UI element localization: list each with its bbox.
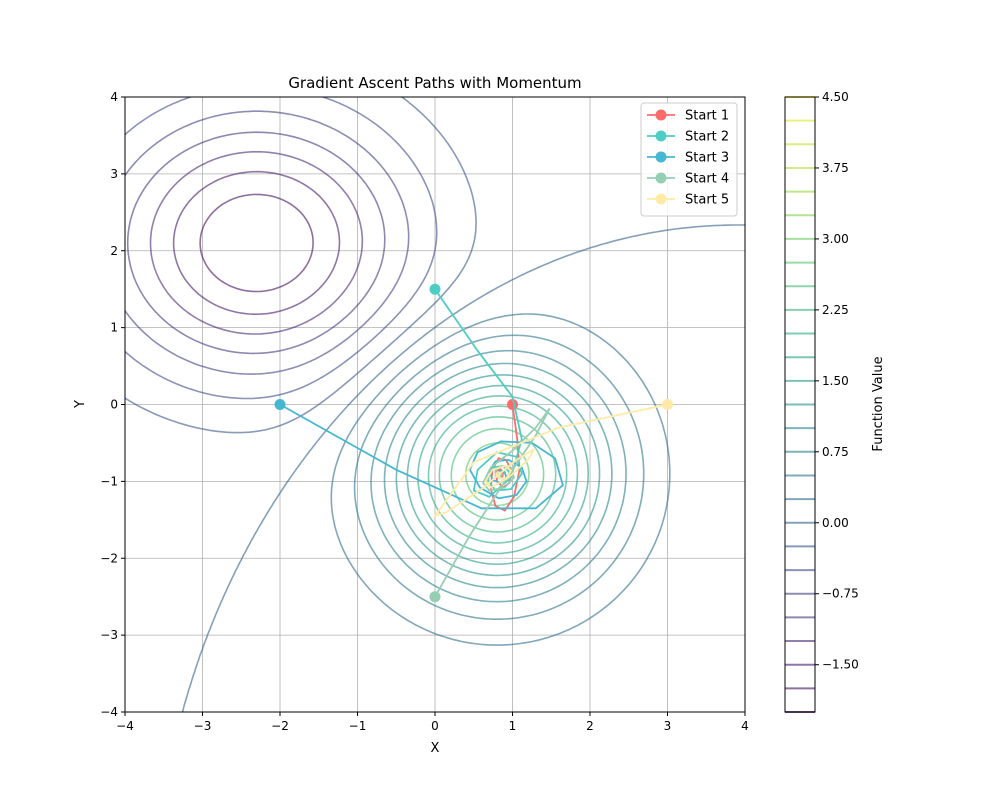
- start-marker: [429, 283, 441, 295]
- contour-level: [417, 395, 579, 555]
- y-tick-label: 4: [110, 90, 118, 104]
- start-marker: [662, 399, 673, 410]
- y-axis-ticks: −4 −3 −2 −1 0 1 2 3 4: [100, 90, 125, 719]
- contour-level: [330, 313, 671, 646]
- contour-level: [172, 170, 341, 315]
- colorbar-frame: [784, 96, 816, 713]
- y-axis-label: Y: [73, 400, 88, 409]
- x-axis-ticks: −4 −3 −2 −1 0 1 2 3 4: [116, 712, 749, 733]
- colorbar-tick-label: 0.75: [822, 445, 849, 459]
- contour-level: [126, 131, 386, 355]
- contour-level: [125, 97, 438, 400]
- colorbar-tick-label: −0.75: [822, 587, 859, 601]
- chart-title: Gradient Ascent Paths with Momentum: [288, 74, 581, 92]
- x-tick-label: 0: [431, 719, 439, 733]
- x-axis-label: X: [431, 741, 440, 756]
- contour-level: [199, 193, 314, 293]
- ascent-paths: [274, 283, 673, 603]
- legend-label: Start 2: [685, 130, 729, 145]
- contour-level: [427, 405, 568, 544]
- contour-lines: [125, 97, 745, 712]
- path-line: [432, 403, 668, 518]
- contour-level: [353, 334, 645, 620]
- y-tick-label: −4: [100, 705, 118, 719]
- colorbar-tick-label: 1.50: [822, 374, 849, 388]
- x-tick-label: 3: [664, 719, 672, 733]
- y-tick-label: −3: [100, 628, 118, 642]
- x-tick-label: −1: [349, 719, 367, 733]
- legend: Start 1 Start 2 Start 3 Start 4 Start 5: [640, 102, 738, 217]
- colorbar-tick-label: 4.50: [822, 90, 849, 104]
- legend-marker: [655, 130, 667, 142]
- x-tick-label: 2: [586, 719, 594, 733]
- y-tick-label: 0: [110, 398, 118, 412]
- contour-level: [370, 349, 627, 603]
- colorbar-tick-label: 2.25: [822, 303, 849, 317]
- contour-level: [406, 384, 589, 565]
- legend-label: Start 4: [685, 172, 729, 187]
- legend-marker: [655, 193, 667, 205]
- legend-frame: [640, 102, 738, 217]
- y-tick-label: 2: [110, 244, 118, 258]
- colorbar-tick-label: 3.75: [822, 161, 849, 175]
- colorbar: 4.50 3.75 3.00 2.25 1.50 0.75 0.00 −0.75 −1.50: [784, 90, 859, 713]
- y-tick-label: −2: [100, 551, 118, 565]
- legend-label: Start 1: [685, 109, 729, 124]
- y-tick-label: 1: [110, 321, 118, 335]
- y-tick-label: 3: [110, 167, 118, 181]
- legend-marker: [655, 151, 667, 163]
- contour-level: [181, 224, 745, 712]
- contour-level: [395, 374, 601, 577]
- colorbar-tick-label: 3.00: [822, 232, 849, 246]
- contour-level: [383, 362, 613, 589]
- contour-level: [149, 151, 364, 335]
- colorbar-tick-label: 0.00: [822, 516, 849, 530]
- x-tick-label: −4: [116, 719, 134, 733]
- x-tick-label: 1: [509, 719, 517, 733]
- y-tick-label: −1: [100, 474, 118, 488]
- start-marker: [429, 591, 441, 603]
- x-tick-label: −3: [194, 719, 212, 733]
- legend-label: Start 5: [685, 193, 729, 208]
- contour-level: [125, 110, 410, 375]
- colorbar-tick-label: −1.50: [822, 658, 859, 672]
- legend-label: Start 3: [685, 151, 729, 166]
- legend-marker: [655, 109, 667, 121]
- x-tick-label: −2: [271, 719, 289, 733]
- x-tick-label: 4: [741, 719, 749, 733]
- start-marker: [274, 399, 286, 410]
- colorbar-label: Function Value: [871, 356, 886, 451]
- legend-marker: [655, 172, 667, 184]
